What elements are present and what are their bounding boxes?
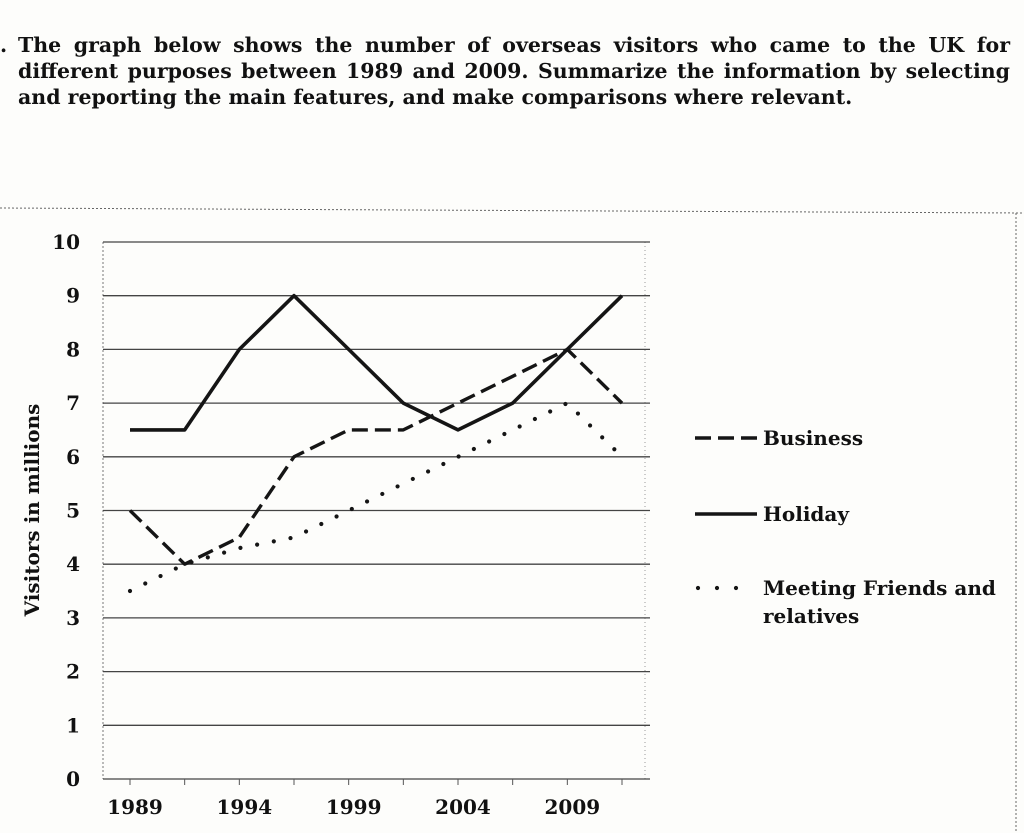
y-tick-label-4: 4 (66, 552, 80, 576)
legend-label-business: Business (763, 426, 863, 450)
series-line-business (128, 347, 624, 566)
series-line-holiday (130, 293, 624, 432)
x-tick-label-1999: 1999 (326, 795, 382, 819)
y-tick-label-9: 9 (66, 284, 80, 308)
chart-series (127, 293, 625, 594)
legend-label-line: relatives (763, 604, 859, 628)
legend-label-holiday: Holiday (763, 502, 850, 526)
legend-label-line: Meeting Friends and (763, 576, 996, 600)
chart-gridlines (103, 241, 650, 780)
legend-label-meeting-friends-and-relatives: Meeting Friends and relatives (763, 576, 996, 628)
task-text-body: The graph below shows the number of over… (18, 33, 1010, 109)
chart-legend: Business Holiday Meeting Friends and relati… (695, 426, 996, 628)
y-tick-label-2: 2 (66, 660, 80, 684)
x-tick-label-1994: 1994 (216, 795, 272, 819)
y-axis-title: Visitors in millions (20, 404, 44, 618)
y-tick-label-5: 5 (66, 499, 80, 523)
frame-top-border (0, 207, 1024, 214)
x-axis-ticks: 1989 1994 1999 2004 2009 (107, 779, 623, 819)
x-tick-label-1989: 1989 (107, 795, 163, 819)
y-tick-label-8: 8 (66, 337, 80, 361)
task-bullet: . (0, 33, 8, 57)
y-tick-label-6: 6 (66, 445, 80, 469)
x-tick-label-2004: 2004 (435, 795, 491, 819)
y-axis-ticks: 0 1 2 3 4 5 6 7 8 9 10 (52, 230, 80, 791)
task-prompt: . The graph below shows the number of ov… (0, 32, 1010, 110)
y-tick-label-0: 0 (66, 767, 80, 791)
y-tick-label-3: 3 (66, 606, 80, 630)
y-tick-label-7: 7 (66, 391, 80, 415)
x-tick-label-2009: 2009 (544, 795, 600, 819)
legend-label-line: Holiday (763, 502, 850, 526)
legend-label-line: Business (763, 426, 863, 450)
y-tick-label-1: 1 (66, 713, 80, 737)
chart-frame (0, 207, 1024, 833)
y-tick-label-10: 10 (52, 230, 80, 254)
